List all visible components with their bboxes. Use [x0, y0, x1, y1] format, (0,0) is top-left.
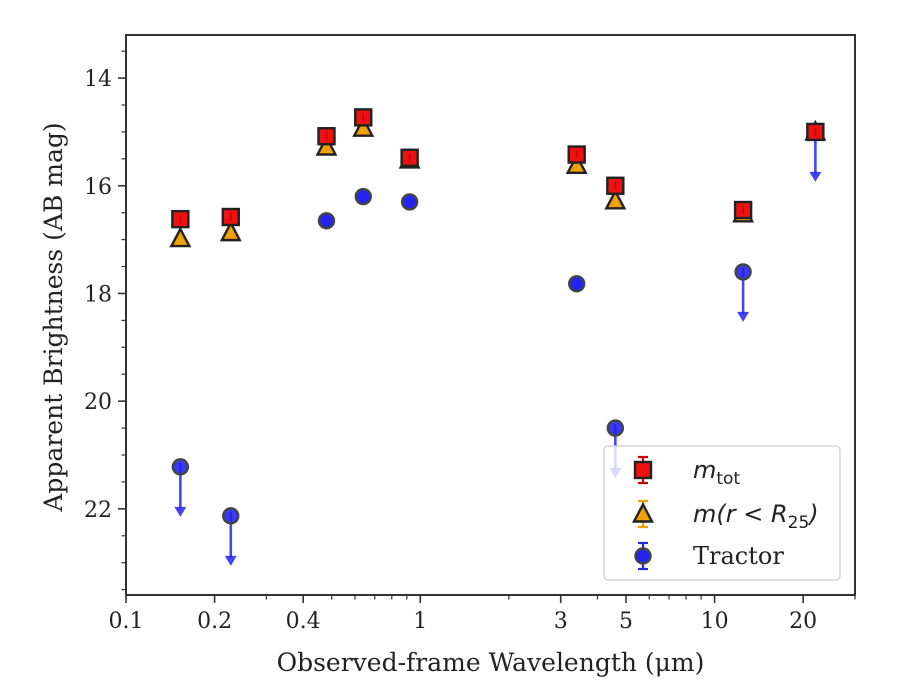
- legend-label-sub: tot: [716, 469, 740, 489]
- x-tick-label: 0.2: [197, 609, 232, 634]
- x-tick-label: 0.4: [286, 609, 321, 634]
- data-marks: [169, 108, 827, 566]
- legend-label-main: m(r < R: [693, 500, 788, 528]
- x-tick-label: 0.1: [109, 609, 144, 634]
- series-circle: [171, 123, 825, 566]
- x-tick-label: 20: [789, 609, 817, 634]
- legend-box: [603, 445, 841, 581]
- x-tick-label: 3: [554, 609, 568, 634]
- x-axis-title: Observed-frame Wavelength (μm): [277, 648, 705, 677]
- y-axis-title: Apparent Brightness (AB mag): [39, 122, 68, 512]
- legend: mtot m(r < R25) Tractor: [603, 445, 841, 581]
- y-tick-label: 14: [84, 67, 112, 92]
- upper-limit-arrow-head: [224, 555, 237, 566]
- legend-label-sub: 25: [788, 513, 810, 533]
- series-square: [171, 108, 825, 229]
- x-tick-label: 1: [413, 609, 427, 634]
- legend-marker-circle: [634, 547, 652, 565]
- legend-label-close: ): [807, 500, 818, 528]
- y-tick-label: 22: [84, 498, 112, 523]
- legend-marker-square: [633, 460, 653, 480]
- axis-ticks: 0.1 0.2 0.4 1 3 5 10 20 14 16 18 20 22: [84, 50, 856, 634]
- x-tick-label: 5: [619, 609, 633, 634]
- legend-marker-triangle: [632, 501, 654, 523]
- legend-label: mtot: [693, 456, 740, 489]
- legend-label-main: m: [693, 456, 716, 484]
- y-tick-label: 20: [84, 390, 112, 415]
- upper-limit-arrow-head: [174, 506, 187, 517]
- legend-label: m(r < R25): [693, 500, 819, 533]
- legend-label: Tractor: [693, 542, 784, 570]
- y-tick-label: 18: [84, 282, 112, 307]
- plot-frame: [125, 34, 856, 596]
- upper-limit-arrow-head: [737, 311, 750, 322]
- upper-limit-arrow-head: [809, 171, 822, 182]
- x-tick-label: 10: [701, 609, 729, 634]
- series-triangle: [169, 116, 827, 248]
- y-tick-label: 16: [84, 175, 112, 200]
